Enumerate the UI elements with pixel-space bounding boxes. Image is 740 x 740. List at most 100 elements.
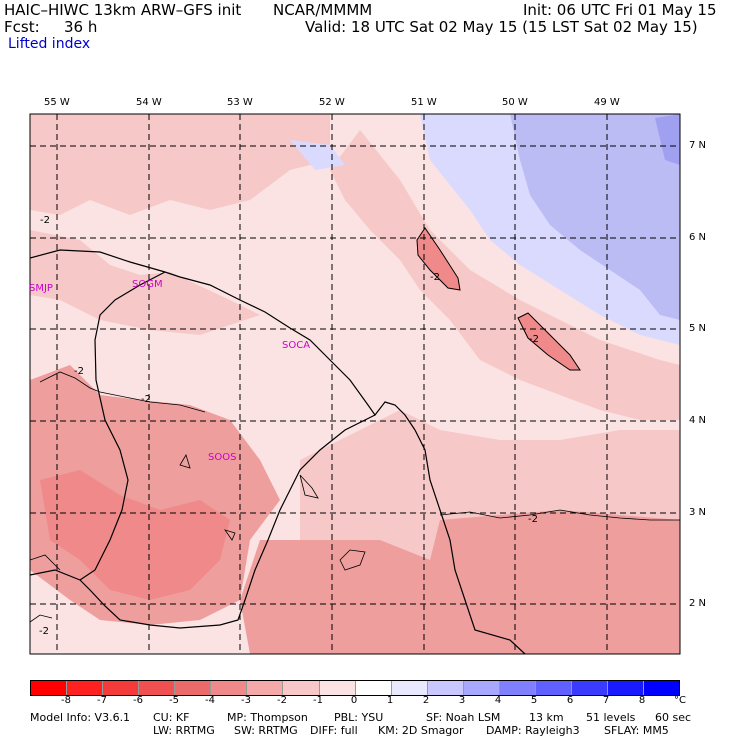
lat-label-4n: 4 N: [689, 415, 707, 426]
colorbar-tick-label: 5: [530, 695, 538, 706]
field-name: Lifted index: [8, 36, 91, 52]
colorbar-tick-label: 8: [638, 695, 646, 706]
diffusion-option: DIFF: full: [310, 724, 358, 737]
colorbar-tick-label: -5: [169, 695, 179, 706]
colorbar-tick-label: -7: [97, 695, 107, 706]
vertical-levels: 51 levels: [586, 711, 636, 724]
lat-label-7n: 7 N: [689, 140, 707, 151]
colorbar-tick-label: -8: [61, 695, 71, 706]
colorbar-tick-label: 7: [602, 695, 610, 706]
colorbar-tick-label: 4: [494, 695, 502, 706]
colorbar-tick-label: 2: [422, 695, 430, 706]
microphysics-scheme: MP: Thompson: [227, 711, 308, 724]
lon-label-51w: 51 W: [411, 97, 437, 108]
lon-label-55w: 55 W: [44, 97, 70, 108]
low-li-cell-2: [517, 312, 581, 371]
colorbar-tick-label: 0: [350, 695, 358, 706]
contour-label: -2: [528, 514, 538, 525]
contour-label: -2: [430, 272, 440, 283]
colorbar-cell: [211, 681, 248, 695]
pbl-scheme: PBL: YSU: [334, 711, 384, 724]
colorbar-cell: [175, 681, 212, 695]
colorbar: [30, 680, 680, 696]
colorbar-cell: [283, 681, 320, 695]
shortwave-scheme: SW: RRTMG: [234, 724, 298, 737]
lat-label-2n: 2 N: [689, 598, 707, 609]
colorbar-cell: [535, 681, 572, 695]
colorbar-unit: °C: [674, 695, 686, 706]
station-label-soca: SOCA: [282, 340, 311, 351]
colorbar-tick-label: 3: [458, 695, 466, 706]
colorbar-cell: [463, 681, 500, 695]
contour-label: -2: [141, 394, 151, 405]
salmon-region-interior: [40, 470, 230, 600]
colorbar-cell: [499, 681, 536, 695]
forecast-hour: 36 h: [64, 18, 98, 36]
border-southeast: [414, 429, 526, 654]
valid-time: Valid: 18 UTC Sat 02 May 15 (15 LST Sat …: [305, 18, 698, 36]
grid-spacing: 13 km: [529, 711, 564, 724]
colorbar-tick-label: -3: [241, 695, 251, 706]
pink-region-north: [30, 114, 330, 215]
colorbar-tick-label: -4: [205, 695, 215, 706]
blue-region-dark: [655, 114, 680, 165]
colorbar-cell: [644, 681, 680, 695]
colorbar-tick-label: -6: [133, 695, 143, 706]
station-label-smjp: SMJP: [29, 283, 53, 294]
coastline: [30, 249, 416, 431]
contour-line-5: [339, 549, 366, 571]
surface-scheme: SF: Noah LSM: [426, 711, 501, 724]
contour-label: -2: [39, 626, 49, 637]
surface-layer-option: SFLAY: MM5: [604, 724, 669, 737]
colorbar-cell: [427, 681, 464, 695]
contour-line-3: [299, 474, 319, 499]
pink-region-diagonal: [330, 130, 680, 420]
contour-label: -2: [40, 215, 50, 226]
model-title: HAIC–HIWC 13km ARW–GFS init: [4, 1, 242, 19]
lon-label-52w: 52 W: [319, 97, 345, 108]
graticule: [30, 114, 680, 654]
forecast-label: Fcst:: [4, 18, 40, 36]
low-li-cell-1: [416, 227, 461, 291]
longwave-scheme: LW: RRTMG: [153, 724, 215, 737]
lon-label-49w: 49 W: [594, 97, 620, 108]
colorbar-tick-label: -2: [277, 695, 287, 706]
model-info: Model Info: V3.6.1: [30, 711, 131, 724]
contour-line-2: [30, 554, 61, 571]
init-time: Init: 06 UTC Fri 01 May 15: [523, 1, 717, 19]
contour-line-8: [30, 614, 53, 623]
lat-label-5n: 5 N: [689, 323, 707, 334]
colorbar-tick-label: 1: [386, 695, 394, 706]
colorbar-cell: [571, 681, 608, 695]
time-step: 60 sec: [655, 711, 692, 724]
station-label-soos: SOOS: [208, 452, 237, 463]
colorbar-cell: [391, 681, 428, 695]
colorbar-tick-label: -1: [313, 695, 323, 706]
blue-region-patch: [290, 140, 345, 170]
contour-label: -2: [74, 366, 84, 377]
damping-option: DAMP: Rayleigh3: [486, 724, 580, 737]
colorbar-cell: [319, 681, 356, 695]
contour-line-4: [179, 454, 191, 469]
lat-label-3n: 3 N: [689, 507, 707, 518]
blue-region: [510, 114, 680, 320]
lon-label-54w: 54 W: [136, 97, 162, 108]
colorbar-cell: [247, 681, 284, 695]
contour-line-6: [224, 529, 236, 541]
lon-label-53w: 53 W: [227, 97, 253, 108]
contour-line-7: [439, 509, 680, 521]
cumulus-scheme: CU: KF: [153, 711, 190, 724]
contour-line-1: [39, 371, 206, 413]
organization-label: NCAR/MMMM: [273, 1, 373, 19]
colorbar-cell: [355, 681, 392, 695]
colorbar-cell: [31, 681, 68, 695]
station-label-sogm: SOGM: [132, 279, 163, 290]
salmon-region-southeast: [420, 510, 680, 654]
eddy-coefficient-option: KM: 2D Smagor: [378, 724, 464, 737]
map-frame: [29, 113, 681, 655]
border-west: [30, 271, 166, 581]
salmon-region-south-center: [240, 540, 460, 654]
colorbar-cell: [67, 681, 104, 695]
lat-label-6n: 6 N: [689, 232, 707, 243]
